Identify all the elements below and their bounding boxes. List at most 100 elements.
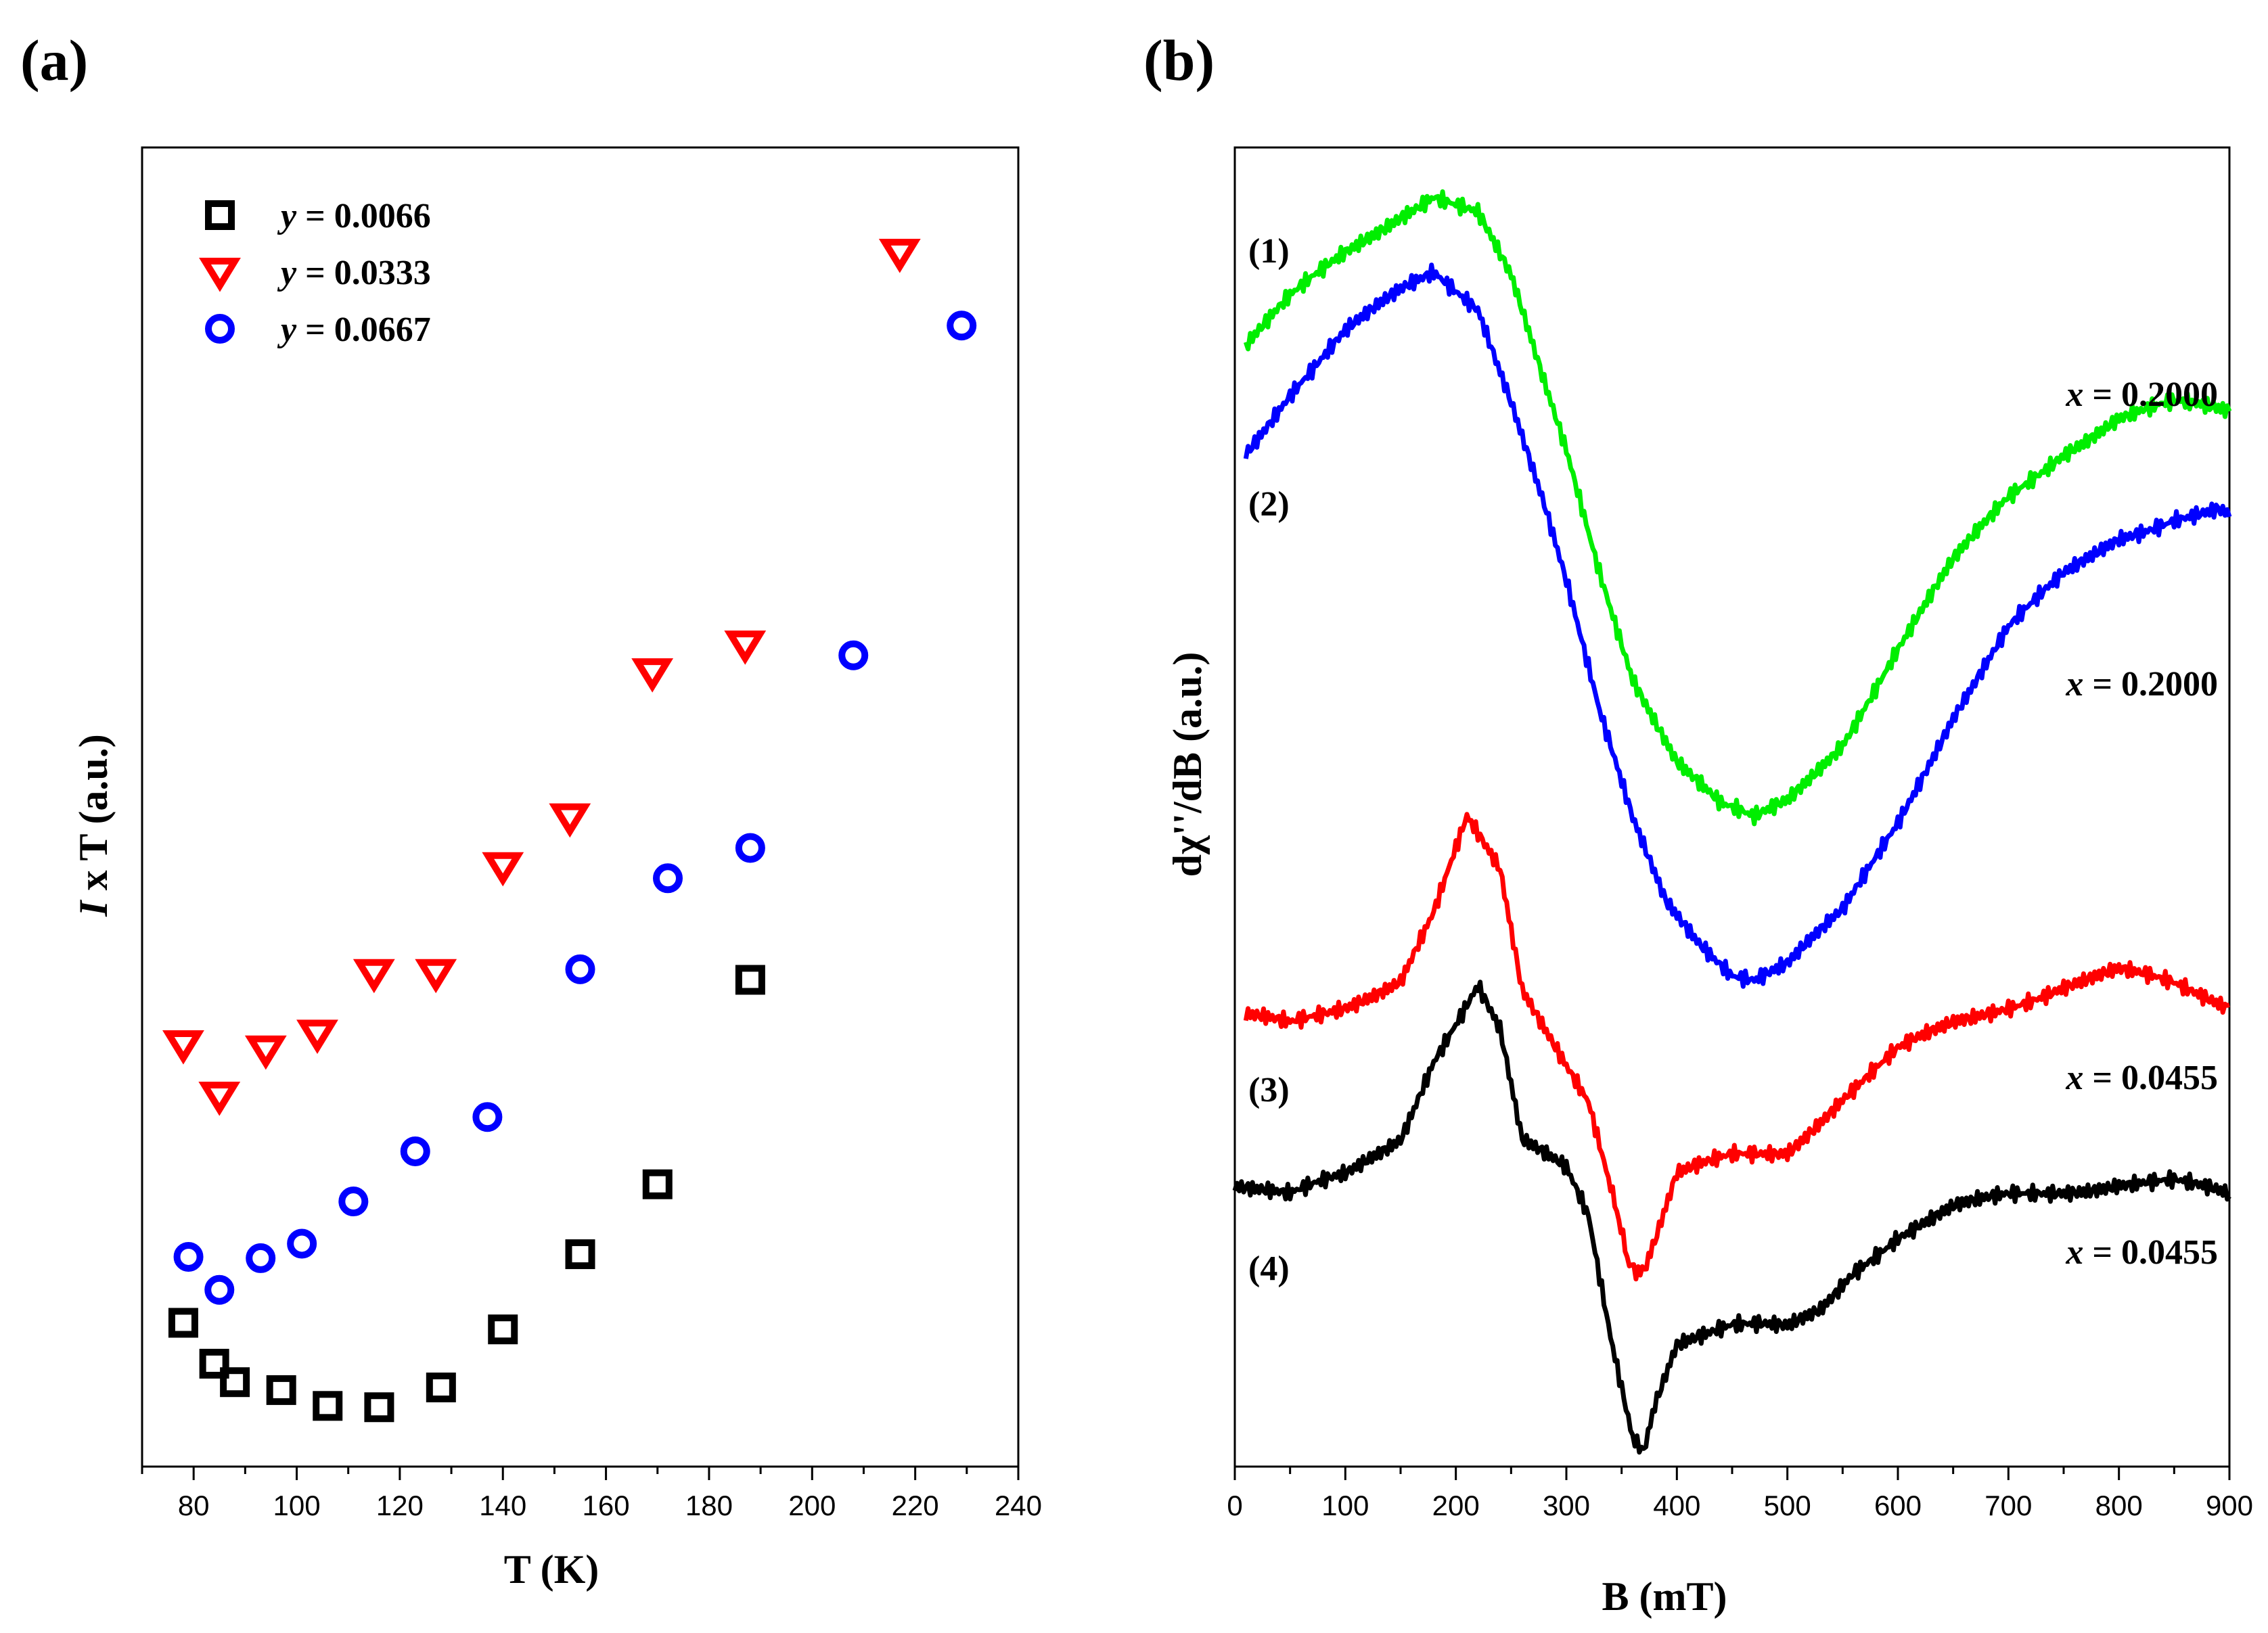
legend-value: = 0.0333 — [296, 254, 431, 292]
x-tick-label: 500 — [1764, 1490, 1811, 1521]
panel-b-annotations: (1) x = 0.2000 (2) x = 0.2000 (3) x = 0.0455 (… — [1248, 232, 2218, 1288]
panel-b-x-axis-label: B (mT) — [1602, 1574, 1727, 1619]
composition-value: = 0.2000 — [2083, 665, 2218, 704]
composition-var: x — [2065, 375, 2083, 414]
legend-value: = 0.0066 — [296, 197, 431, 235]
data-point — [565, 1239, 595, 1270]
legend-var: y — [277, 197, 297, 235]
data-point — [735, 965, 765, 995]
curve-composition-label: x = 0.2000 — [2065, 375, 2218, 414]
legend-marker — [205, 314, 235, 344]
data-point — [400, 1136, 430, 1166]
composition-var: x — [2065, 1233, 2083, 1272]
data-point — [426, 1373, 456, 1402]
data-point — [653, 863, 683, 894]
data-point — [173, 1241, 204, 1272]
legend-var: y — [277, 254, 297, 292]
data-point — [364, 1392, 394, 1423]
spectrum-line — [1243, 262, 2232, 989]
data-point — [947, 310, 977, 341]
x-tick-label: 100 — [1321, 1490, 1369, 1521]
x-tick-label: 200 — [788, 1490, 836, 1521]
data-point — [488, 1314, 518, 1345]
panel-a-plot-frame — [141, 146, 1020, 1468]
data-point — [266, 1375, 296, 1405]
x-tick-label: 180 — [685, 1490, 733, 1521]
legend-value: = 0.0667 — [296, 310, 431, 349]
data-point — [338, 1187, 369, 1217]
legend-label: y = 0.0333 — [277, 254, 431, 292]
spectrum-line — [1243, 189, 2232, 827]
curve-composition-label: x = 0.0455 — [2065, 1059, 2218, 1097]
data-point — [838, 640, 869, 670]
legend-var: y — [277, 310, 297, 349]
legend-marker — [199, 258, 241, 292]
curve-index-label: (3) — [1248, 1071, 1290, 1109]
legend-label: y = 0.0066 — [277, 197, 431, 235]
x-tick-label: 240 — [995, 1490, 1042, 1521]
data-point — [296, 1019, 338, 1054]
panel-a-y-axis-label: I x T (a.u.) — [71, 734, 116, 917]
data-point — [472, 1102, 503, 1132]
data-point — [162, 1030, 204, 1065]
curve-index-label: (1) — [1248, 232, 1290, 271]
panel-a-x-ticks: 80 100 120 140 160 180 200 220 240 — [141, 1467, 1042, 1521]
spectrum-line — [1243, 812, 2230, 1282]
panel-a-y-axis-rest: x T (a.u.) — [71, 734, 116, 900]
data-point — [244, 1035, 287, 1070]
panel-a-markers — [162, 239, 977, 1423]
data-point — [204, 1274, 235, 1305]
data-point — [353, 959, 395, 994]
panel-a-label: (a) — [20, 28, 88, 93]
curve-composition-label: x = 0.0455 — [2065, 1233, 2218, 1272]
legend-marker — [205, 200, 235, 230]
composition-value: = 0.0455 — [2083, 1059, 2218, 1097]
data-point — [482, 852, 524, 887]
composition-value: = 0.0455 — [2083, 1233, 2218, 1272]
panel-a: (a) 80 100 120 140 160 180 200 220 240 y = 0.006… — [20, 28, 1042, 1592]
composition-value: = 0.2000 — [2083, 375, 2218, 414]
legend-label: y = 0.0667 — [277, 310, 431, 349]
data-point — [415, 959, 457, 994]
spectrum-line — [1232, 980, 2231, 1455]
x-tick-label: 140 — [479, 1490, 526, 1521]
x-tick-label: 200 — [1432, 1490, 1480, 1521]
x-tick-label: 160 — [583, 1490, 630, 1521]
curve-composition-label: x = 0.2000 — [2065, 665, 2218, 704]
x-tick-label: 400 — [1653, 1490, 1700, 1521]
data-point — [724, 630, 767, 665]
panel-b-x-ticks: 0 100 200 300 400 500 600 700 800 900 — [1227, 1467, 2253, 1521]
data-point — [287, 1228, 317, 1259]
data-point — [199, 1348, 229, 1379]
curve-index-label: (2) — [1248, 485, 1290, 524]
x-tick-label: 120 — [376, 1490, 424, 1521]
x-tick-label: 0 — [1227, 1490, 1242, 1521]
data-point — [878, 239, 921, 273]
data-point — [642, 1169, 673, 1199]
x-tick-label: 600 — [1874, 1490, 1922, 1521]
data-point — [735, 833, 765, 863]
panel-b-y-axis-label: dχ''/dB (a.u.) — [1165, 652, 1210, 877]
x-tick-label: 80 — [178, 1490, 210, 1521]
panel-b: (b) 0 100 200 300 400 500 600 700 800 900 (1) x = … — [1143, 28, 2253, 1619]
curve-index-label: (4) — [1248, 1249, 1290, 1288]
composition-var: x — [2065, 1059, 2083, 1097]
data-point — [198, 1082, 241, 1116]
x-tick-label: 800 — [2095, 1490, 2143, 1521]
data-point — [313, 1391, 343, 1421]
data-point — [565, 954, 595, 984]
data-point — [631, 658, 674, 693]
panel-b-label: (b) — [1143, 28, 1215, 93]
x-tick-label: 700 — [1984, 1490, 2032, 1521]
data-point — [549, 803, 591, 838]
data-point — [168, 1308, 198, 1338]
panel-a-y-axis-var: I — [71, 899, 116, 917]
data-point — [246, 1243, 276, 1273]
x-tick-label: 300 — [1543, 1490, 1590, 1521]
x-tick-label: 900 — [2206, 1490, 2253, 1521]
composition-var: x — [2065, 665, 2083, 704]
data-point — [220, 1367, 250, 1398]
panel-a-x-axis-label: T (K) — [504, 1547, 599, 1592]
